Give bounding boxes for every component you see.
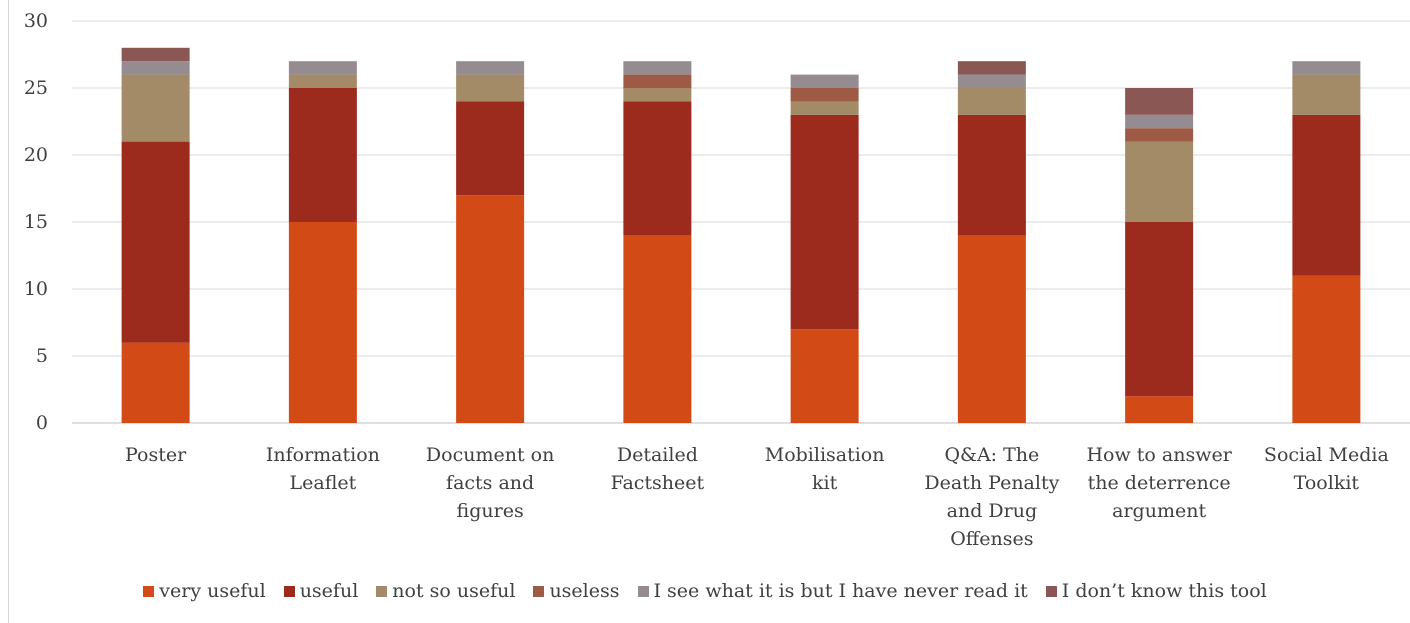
bar-segment: [288, 74, 357, 88]
bar-segment: [1292, 275, 1361, 423]
bar-segment: [121, 61, 190, 75]
bar-segment: [1125, 141, 1194, 222]
y-tick-label: 5: [36, 345, 48, 367]
y-tick-label: 15: [24, 211, 48, 233]
legend-item: not so useful: [376, 580, 515, 602]
bar-segment: [456, 101, 525, 196]
bar-segment: [957, 88, 1026, 115]
bar-segment: [790, 114, 859, 330]
legend-item: I don’t know this tool: [1045, 580, 1267, 602]
bar-segment: [121, 342, 190, 423]
bar-segment: [1125, 88, 1194, 115]
bar-segment: [456, 195, 525, 423]
bar-segment: [1125, 396, 1194, 423]
bar-segment: [623, 74, 692, 88]
x-tick-label: Detailed Factsheet: [611, 444, 705, 494]
gridlines: [72, 20, 1410, 424]
stacked-bar-chart: 0 5 10 15 20 25 30 Poster Information Leaflet Doc…: [24, 10, 1410, 550]
x-tick-label: Q&A: The Death Penalty and Drug Offenses: [924, 444, 1059, 550]
bar-segment: [1292, 114, 1361, 276]
bar-segment: [121, 74, 190, 142]
bar-segment: [1125, 128, 1194, 142]
legend-item: useless: [533, 580, 620, 602]
bar-segment: [623, 235, 692, 423]
y-tick-label: 25: [24, 77, 48, 99]
legend-label: useless: [549, 580, 620, 602]
bar-segment: [288, 88, 357, 222]
bar-segment: [957, 74, 1026, 88]
bar-segment: [623, 88, 692, 102]
legend-label: useful: [299, 580, 359, 602]
bar-segment: [456, 74, 525, 102]
x-tick-label: Mobilisation kit: [765, 444, 885, 494]
y-tick-label: 30: [24, 10, 48, 32]
bar-segment: [790, 88, 859, 102]
legend-label: not so useful: [392, 580, 516, 602]
y-tick-label: 20: [24, 144, 48, 166]
legend-label: I see what it is but I have never read i…: [653, 580, 1028, 602]
bar-segment: [957, 235, 1026, 423]
bar-segment: [1125, 114, 1194, 129]
legend-item: very useful: [143, 580, 266, 602]
bar-segment: [288, 222, 357, 423]
x-tick-label: Social Media Toolkit: [1264, 444, 1389, 494]
legend-item: I see what it is but I have never read i…: [637, 580, 1028, 602]
bar-segment: [623, 101, 692, 236]
legend: very useful useful not so useful useless I s…: [0, 578, 1410, 604]
bar-segment: [957, 114, 1026, 236]
bar-segment: [790, 74, 859, 88]
legend-label: very useful: [159, 580, 266, 602]
x-tick-label: Document on facts and figures: [426, 444, 554, 522]
bar-segment: [623, 61, 692, 75]
bar-segment: [1125, 222, 1194, 397]
bar-segment: [790, 101, 859, 115]
legend-swatch: [1045, 585, 1057, 597]
x-tick-label: Poster: [125, 444, 187, 466]
y-tick-label: 0: [36, 412, 48, 434]
legend-swatch: [376, 585, 388, 597]
legend-label: I don’t know this tool: [1061, 580, 1267, 602]
y-tick-label: 10: [24, 278, 48, 300]
x-tick-label: How to answer the deterrence argument: [1086, 444, 1232, 522]
x-tick-label: Information Leaflet: [266, 444, 380, 494]
legend-swatch: [143, 585, 155, 597]
bar-segment: [957, 61, 1026, 75]
legend-swatch: [283, 585, 295, 597]
bar-segment: [121, 141, 190, 343]
bar-segment: [288, 61, 357, 75]
x-axis: Poster Information Leaflet Document on facts…: [125, 444, 1389, 550]
bar-segment: [1292, 61, 1361, 75]
legend-swatch: [637, 585, 649, 597]
bar-segment: [121, 47, 190, 62]
bar-segment: [790, 329, 859, 423]
bars: [121, 47, 1361, 423]
y-axis: 0 5 10 15 20 25 30: [24, 10, 48, 434]
legend-item: useful: [283, 580, 359, 602]
legend-swatch: [533, 585, 545, 597]
bar-segment: [456, 61, 525, 75]
chart-border: [8, 0, 9, 623]
bar-segment: [1292, 74, 1361, 115]
